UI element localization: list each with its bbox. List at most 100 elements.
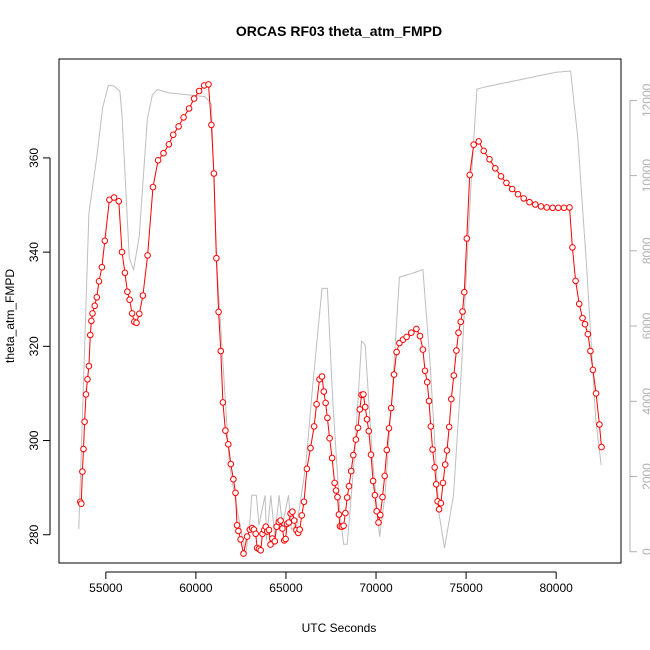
- y2-tick-label-2000: 2000: [640, 463, 650, 490]
- data-point-40: [205, 81, 212, 88]
- data-point-136: [413, 325, 420, 333]
- data-point-131: [393, 348, 400, 356]
- data-point-34: [175, 123, 182, 130]
- data-point-111: [352, 436, 360, 443]
- data-point-31: [160, 149, 167, 157]
- data-point-50: [230, 475, 237, 483]
- x-tick-label-55000: 55000: [89, 581, 123, 595]
- x-tick-label-70000: 70000: [359, 581, 393, 595]
- data-point-109: [347, 467, 355, 475]
- data-point-105: [340, 522, 347, 530]
- data-point-159: [461, 288, 468, 296]
- data-point-19: [118, 248, 126, 256]
- data-point-13: [95, 278, 103, 285]
- data-point-22: [126, 296, 133, 304]
- data-point-167: [497, 173, 505, 180]
- data-point-129: [387, 404, 395, 412]
- data-point-18: [115, 198, 123, 205]
- data-point-11: [91, 302, 98, 310]
- data-point-96: [324, 414, 331, 422]
- data-point-86: [298, 512, 306, 519]
- data-point-89: [307, 444, 314, 452]
- data-point-187: [589, 366, 597, 374]
- data-point-42: [210, 170, 218, 177]
- data-point-75: [279, 525, 286, 532]
- data-point-127: [383, 446, 391, 454]
- data-point-102: [335, 511, 343, 518]
- data-point-145: [432, 481, 440, 488]
- series-layer: [77, 70, 605, 557]
- data-point-184: [581, 320, 589, 328]
- data-point-107: [343, 494, 351, 501]
- data-point-44: [215, 308, 222, 316]
- data-point-154: [450, 372, 458, 379]
- data-point-68: [265, 526, 273, 534]
- data-point-144: [431, 464, 439, 471]
- data-point-189: [596, 421, 603, 428]
- data-point-38: [195, 87, 203, 95]
- data-point-190: [598, 443, 605, 451]
- data-point-128: [385, 425, 393, 432]
- y-tick-label-280: 280: [27, 524, 41, 544]
- data-point-91: [313, 401, 320, 408]
- data-point-77: [282, 535, 289, 543]
- x-tick-label-80000: 80000: [539, 581, 573, 595]
- data-point-45: [217, 347, 225, 355]
- data-point-9: [88, 317, 95, 325]
- data-point-135: [408, 329, 415, 337]
- data-point-21: [124, 288, 131, 296]
- data-point-99: [331, 479, 338, 487]
- data-point-94: [320, 388, 328, 395]
- data-point-143: [429, 446, 436, 453]
- data-point-69: [267, 541, 274, 548]
- data-point-116: [361, 403, 369, 411]
- data-point-168: [503, 179, 510, 187]
- data-point-179: [566, 204, 573, 211]
- data-point-183: [579, 314, 586, 322]
- y2-tick-label-8000: 8000: [640, 237, 650, 264]
- data-point-41: [208, 121, 215, 129]
- data-point-98: [328, 454, 336, 462]
- data-point-178: [560, 204, 568, 212]
- data-point-170: [514, 190, 522, 198]
- data-point-93: [318, 373, 326, 380]
- data-point-113: [356, 406, 364, 413]
- data-point-171: [520, 195, 528, 202]
- data-point-56: [243, 533, 251, 540]
- data-point-152: [445, 423, 453, 431]
- data-point-71: [271, 538, 279, 545]
- data-point-134: [403, 333, 410, 341]
- data-point-82: [290, 517, 298, 524]
- y2-tick-label-0: 0: [640, 548, 650, 555]
- data-point-153: [448, 395, 455, 403]
- data-point-181: [572, 277, 579, 285]
- data-point-149: [439, 479, 447, 487]
- data-point-90: [310, 423, 318, 430]
- plot-frame: [58, 58, 622, 564]
- data-point-176: [549, 204, 556, 212]
- data-point-166: [492, 165, 499, 172]
- data-point-32: [165, 141, 173, 148]
- data-point-117: [363, 416, 371, 423]
- data-point-74: [277, 517, 284, 524]
- data-point-119: [367, 451, 375, 459]
- data-point-12: [93, 294, 101, 301]
- data-point-53: [235, 527, 242, 535]
- y2-tick-label-6000: 6000: [640, 312, 650, 339]
- data-point-148: [437, 499, 445, 507]
- data-point-47: [222, 427, 229, 434]
- x-tick-label-65000: 65000: [269, 581, 303, 595]
- data-point-115: [360, 391, 367, 398]
- data-point-4: [81, 418, 88, 426]
- data-point-141: [425, 397, 433, 405]
- data-point-173: [532, 201, 539, 208]
- data-point-8: [87, 331, 94, 339]
- data-point-158: [459, 308, 466, 315]
- data-point-182: [575, 300, 583, 308]
- data-point-95: [322, 399, 329, 407]
- data-point-130: [390, 371, 398, 378]
- data-point-124: [377, 511, 384, 519]
- data-point-10: [89, 310, 96, 317]
- data-point-185: [584, 330, 592, 338]
